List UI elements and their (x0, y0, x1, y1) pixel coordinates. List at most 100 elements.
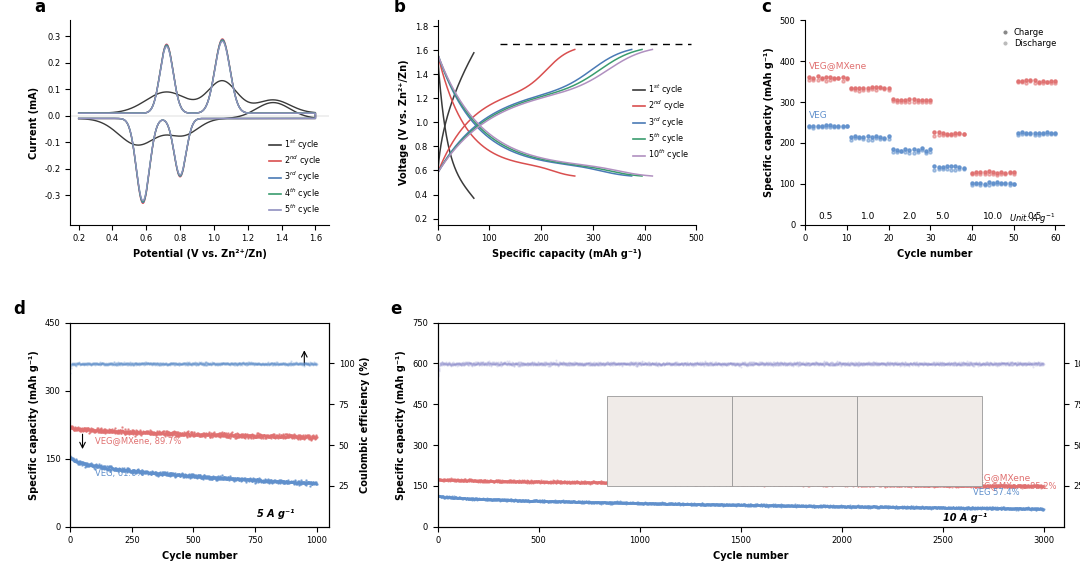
Point (896, 502, 914, 512)
Point (200, 359, 217, 368)
Point (1028, 505, 1045, 514)
Point (947, 481, 964, 490)
Point (645, 359, 662, 368)
Point (745, 359, 762, 368)
Point (278, 430, 295, 439)
Point (70, 423, 87, 432)
Point (742, 480, 759, 489)
Point (858, 481, 875, 490)
Point (778, 358, 795, 367)
Point (645, 499, 662, 508)
Point (68, 424, 85, 433)
Point (136, 360, 153, 369)
Point (596, 497, 613, 506)
Point (880, 360, 897, 369)
Point (799, 359, 816, 368)
Point (692, 499, 710, 509)
Point (876, 360, 893, 369)
Point (205, 359, 222, 368)
Point (650, 360, 667, 369)
Point (988, 360, 1005, 369)
Point (192, 360, 210, 369)
Point (934, 359, 951, 368)
Point (530, 359, 548, 368)
Point (210, 431, 227, 441)
Point (79, 424, 96, 434)
Point (104, 427, 121, 436)
Point (807, 360, 824, 370)
Point (935, 503, 953, 512)
Point (208, 359, 226, 368)
Point (432, 360, 449, 369)
Point (752, 500, 769, 509)
Point (795, 480, 812, 489)
Point (545, 478, 563, 487)
Point (65, 454, 82, 463)
Point (1035, 481, 1052, 491)
Point (953, 503, 970, 513)
Point (619, 499, 636, 508)
Point (637, 499, 654, 508)
Point (278, 476, 295, 485)
Point (712, 480, 729, 489)
Point (492, 495, 510, 505)
Point (1008, 482, 1025, 491)
Point (442, 359, 459, 368)
Point (461, 494, 478, 503)
Point (627, 498, 645, 508)
Point (919, 481, 936, 490)
Point (880, 502, 897, 512)
Point (477, 360, 495, 369)
Point (450, 493, 468, 502)
Point (976, 361, 994, 370)
Point (1022, 504, 1039, 513)
Point (646, 478, 663, 488)
Point (632, 479, 649, 488)
Point (920, 503, 937, 512)
Point (841, 501, 859, 510)
Point (1042, 78, 1059, 87)
Point (305, 359, 322, 368)
Point (1002, 482, 1020, 491)
Point (681, 500, 699, 509)
Point (646, 358, 663, 367)
Point (133, 467, 150, 476)
Point (729, 360, 746, 370)
Point (513, 477, 530, 486)
Point (186, 427, 203, 436)
Point (728, 359, 745, 368)
Point (788, 480, 806, 489)
Point (899, 481, 916, 490)
Point (287, 432, 305, 441)
Point (799, 360, 816, 369)
Point (837, 480, 854, 489)
Point (686, 478, 703, 488)
Point (810, 480, 827, 489)
Point (230, 359, 247, 368)
Point (794, 501, 811, 510)
Point (922, 360, 940, 369)
Point (931, 481, 948, 490)
Point (720, 478, 738, 488)
Point (909, 359, 927, 368)
Point (995, 358, 1012, 367)
Point (1029, 482, 1047, 491)
Point (977, 503, 995, 513)
Point (978, 359, 996, 368)
Point (929, 357, 946, 367)
Point (905, 480, 922, 489)
Point (185, 431, 202, 440)
Point (585, 357, 603, 367)
Point (775, 501, 793, 510)
Point (430, 367, 447, 376)
Point (118, 358, 135, 367)
Point (792, 480, 809, 489)
Point (550, 477, 567, 486)
Point (761, 359, 779, 368)
Point (791, 361, 808, 370)
Point (710, 478, 727, 488)
Point (948, 481, 966, 491)
Point (774, 478, 792, 488)
Point (187, 360, 204, 369)
Point (455, 475, 472, 485)
